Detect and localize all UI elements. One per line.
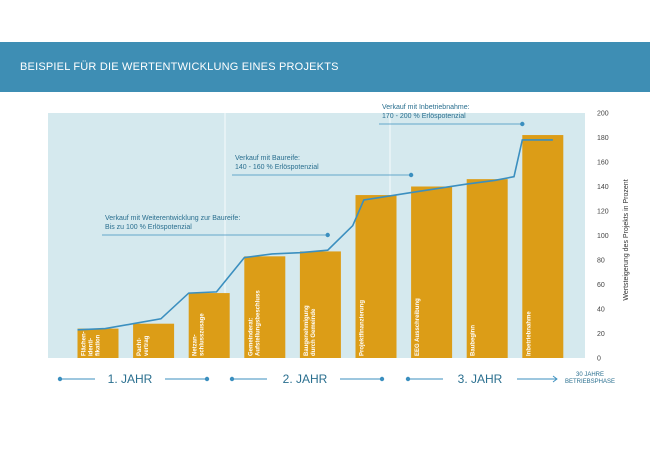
y-tick-label: 0 xyxy=(597,356,601,363)
bar xyxy=(299,251,341,358)
y-tick-label: 160 xyxy=(597,160,609,167)
bar xyxy=(522,135,564,358)
annotation-dot xyxy=(520,121,525,127)
y-tick-label: 200 xyxy=(597,111,609,118)
annotation: Verkauf mit Inbetriebnahme: 170 - 200 % E… xyxy=(379,104,525,127)
bar-category-label: Projektfinanzierung xyxy=(360,300,366,356)
annotation: Verkauf mit Baureife: 140 - 160 % Erlöspo… xyxy=(232,155,414,178)
annotation-text: Bis zu 100 % Erlöspotenzial xyxy=(105,224,192,231)
bar-category-label: Baubeginn xyxy=(471,325,477,356)
annotation-dot xyxy=(408,172,414,178)
timeline-arrow-icon xyxy=(552,375,558,383)
timeline-dot xyxy=(379,376,385,382)
annotation-text: 170 - 200 % Erlöspotenzial xyxy=(382,113,466,120)
annotation-dot xyxy=(325,232,330,238)
bar xyxy=(355,195,397,358)
value-line xyxy=(77,139,553,331)
timeline-end-label: BETRIEBSPHASE xyxy=(565,379,615,385)
bar xyxy=(188,293,230,358)
y-tick-label: 60 xyxy=(597,282,605,289)
annotation-text: 140 - 160 % Erlöspotenzial xyxy=(235,164,319,171)
timeline-year-label: 2. JAHR xyxy=(283,372,328,386)
timeline-dot xyxy=(204,376,210,382)
bar-category-label: Pacht-vertrag xyxy=(137,335,150,356)
y-tick-label: 180 xyxy=(597,135,609,142)
bar xyxy=(77,328,119,358)
y-tick-label: 80 xyxy=(597,258,605,265)
y-tick-label: 100 xyxy=(597,233,609,240)
annotation-text: Verkauf mit Baureife: xyxy=(235,155,300,162)
bar-category-label: EEG Ausschreibung xyxy=(415,298,421,356)
timeline-year-label: 3. JAHR xyxy=(458,372,503,386)
y-tick-label: 120 xyxy=(597,209,609,216)
page-title: BEISPIEL FÜR DIE WERTENTWICKLUNG EINES P… xyxy=(20,61,339,73)
bar xyxy=(244,256,286,358)
y-tick-label: 140 xyxy=(597,184,609,191)
bar-category-label: Baugenehmigungdurch Gemeinde xyxy=(304,305,317,356)
y-tick-label: 20 xyxy=(597,331,605,338)
annotation-text: Verkauf mit Weiterentwicklung zur Baurei… xyxy=(105,215,240,222)
header-banner: BEISPIEL FÜR DIE WERTENTWICKLUNG EINES P… xyxy=(0,42,650,92)
bar xyxy=(411,186,453,358)
bar-category-label: Gemeinderat:Aufstellungsbeschluss xyxy=(248,290,261,356)
bar-category-label: Flächen-identi-fikation xyxy=(82,331,102,356)
y-axis-label: Wertsteigerung des Projekts in Prozent xyxy=(623,179,630,300)
annotation: Verkauf mit Weiterentwicklung zur Baurei… xyxy=(102,215,330,238)
bar-category-label: Inbetriebnahme xyxy=(526,311,532,356)
timeline-end-label: 30 JAHRE xyxy=(576,372,604,378)
bar xyxy=(133,323,175,358)
bar xyxy=(466,179,508,358)
y-tick-label: 40 xyxy=(597,307,605,314)
annotation-text: Verkauf mit Inbetriebnahme: xyxy=(382,104,470,111)
timeline-year-label: 1. JAHR xyxy=(108,372,153,386)
bar-category-label: Netzan-schlusszusage xyxy=(193,313,206,356)
